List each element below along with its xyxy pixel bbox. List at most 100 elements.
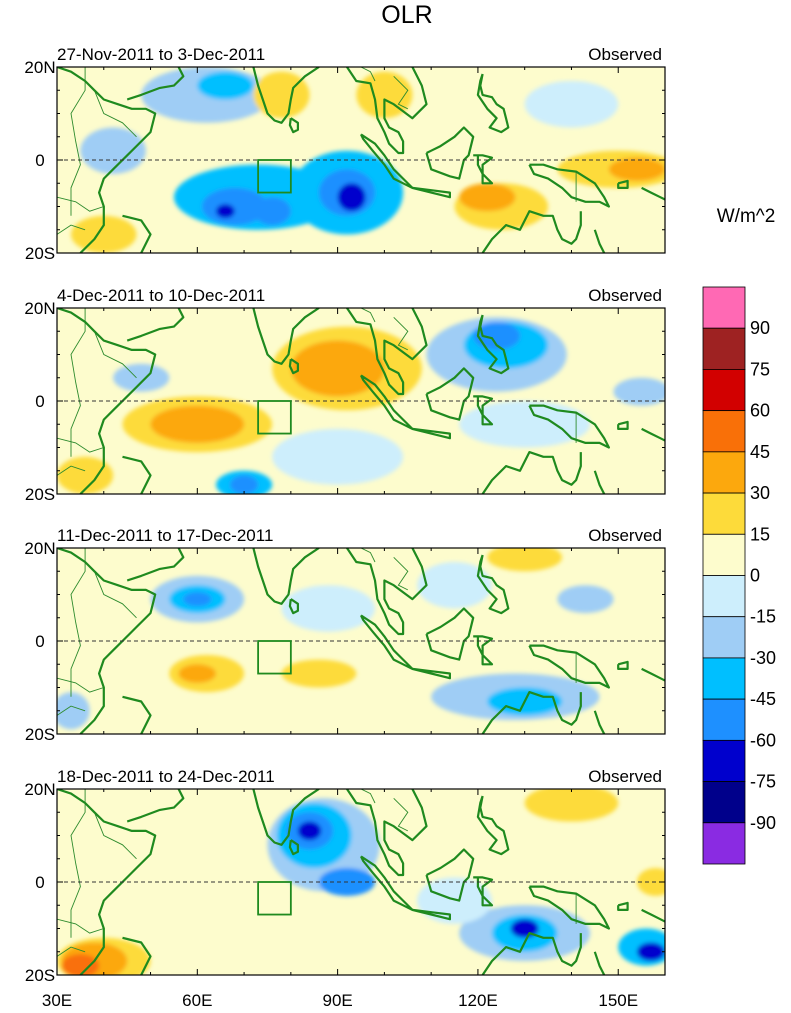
y-tick-label: 20S xyxy=(25,966,55,985)
x-tick-label: 120E xyxy=(458,991,498,1010)
colorbar-label: -30 xyxy=(750,648,776,668)
x-tick-label: 30E xyxy=(42,991,72,1010)
colorbar-segment xyxy=(702,533,746,576)
anomaly-blob xyxy=(459,183,516,212)
panel-label: Observed xyxy=(588,526,662,545)
olr-field xyxy=(57,789,665,975)
country-border xyxy=(393,316,409,351)
anomaly-blob xyxy=(113,363,170,392)
colorbar-segment xyxy=(702,492,746,535)
coastline xyxy=(617,660,629,671)
coastline xyxy=(288,839,299,856)
coastline xyxy=(528,163,611,208)
coastline xyxy=(57,789,157,975)
anomaly-blob xyxy=(459,401,591,448)
colorbar-segment xyxy=(702,286,746,329)
coastline xyxy=(641,667,665,682)
anomaly-blob xyxy=(337,183,366,212)
panel-period: 4-Dec-2011 to 10-Dec-2011 xyxy=(57,286,265,305)
country-border xyxy=(70,548,86,697)
coastline xyxy=(481,451,582,494)
anomaly-blob xyxy=(281,659,357,688)
anomaly-blob xyxy=(290,340,385,397)
ticks xyxy=(56,307,666,495)
country-border xyxy=(93,571,137,619)
colorbar-label: 45 xyxy=(750,442,770,462)
coastlines xyxy=(57,789,665,975)
coastline xyxy=(641,427,665,442)
coastline xyxy=(528,644,611,689)
anomaly-blob xyxy=(197,71,254,100)
anomaly-blob xyxy=(57,692,90,730)
region-box xyxy=(257,400,292,435)
anomaly-blob xyxy=(272,428,404,485)
coastline xyxy=(57,308,157,494)
country-border xyxy=(393,75,409,110)
coastline xyxy=(360,855,414,912)
coastline xyxy=(481,210,582,253)
coastline xyxy=(122,936,152,975)
country-border xyxy=(93,812,137,860)
anomaly-blob xyxy=(216,204,235,219)
coastline xyxy=(425,367,475,421)
ticks xyxy=(56,547,666,735)
country-border xyxy=(93,331,137,379)
country-border xyxy=(70,789,86,938)
coastline xyxy=(476,795,510,856)
country-border xyxy=(360,789,376,804)
anomaly-blob xyxy=(150,405,245,443)
coastlines xyxy=(57,548,665,734)
anomaly-blob xyxy=(636,942,665,962)
ticks xyxy=(56,788,666,976)
y-tick-label: 0 xyxy=(35,632,44,651)
coastline xyxy=(481,931,582,975)
coastline xyxy=(252,789,320,846)
coastline xyxy=(360,133,414,189)
panel-4: 20N 0 20S 18-Dec-2011 to 24-Dec-2011 Observe… xyxy=(24,767,666,985)
coastline xyxy=(641,908,665,923)
y-tick-label: 20N xyxy=(24,58,55,77)
anomaly-blob xyxy=(524,80,619,128)
colorbar-segment xyxy=(702,369,746,412)
colorbar-segment xyxy=(702,739,746,782)
y-tick-label: 0 xyxy=(35,392,44,411)
coastline xyxy=(476,554,510,615)
y-tick-label: 20N xyxy=(24,539,55,558)
colorbar-label: 90 xyxy=(750,318,770,338)
y-tick-label: 20N xyxy=(24,299,55,318)
anomaly-blob xyxy=(487,548,563,572)
x-tick-label: 150E xyxy=(598,991,638,1010)
colorbar-segment xyxy=(702,451,746,494)
coastline xyxy=(360,614,414,671)
anomaly-blob xyxy=(613,377,665,406)
coastline xyxy=(617,420,629,430)
colorbar-label: -90 xyxy=(750,813,776,833)
panel-period: 11-Dec-2011 to 17-Dec-2011 xyxy=(57,526,273,545)
country-border xyxy=(70,308,86,457)
coastline xyxy=(252,548,320,605)
coastline xyxy=(617,901,629,912)
anomaly-blob xyxy=(608,157,665,181)
country-border xyxy=(57,705,86,716)
coastline xyxy=(425,607,475,661)
coastline xyxy=(473,395,494,426)
colorbar-segment xyxy=(702,698,746,741)
coastline xyxy=(593,710,606,734)
colorbar: 90 75 60 45 30 15 0 -15 -30 -45 -60 -75 -90 xyxy=(702,286,776,865)
coastline xyxy=(473,635,494,666)
panel-label: Observed xyxy=(588,286,662,305)
country-border xyxy=(393,556,409,591)
country-border xyxy=(393,797,409,832)
x-tick-label: 60E xyxy=(182,991,212,1010)
anomaly-blob xyxy=(253,71,310,119)
country-border xyxy=(57,437,104,453)
colorbar-segment xyxy=(702,822,746,865)
colorbar-units: W/m^2 xyxy=(717,206,776,227)
coastline xyxy=(122,455,152,494)
country-border xyxy=(360,308,376,323)
colorbar-segment xyxy=(702,327,746,370)
coastline xyxy=(346,308,428,396)
anomaly-blob xyxy=(183,592,212,607)
coastline xyxy=(528,404,611,449)
